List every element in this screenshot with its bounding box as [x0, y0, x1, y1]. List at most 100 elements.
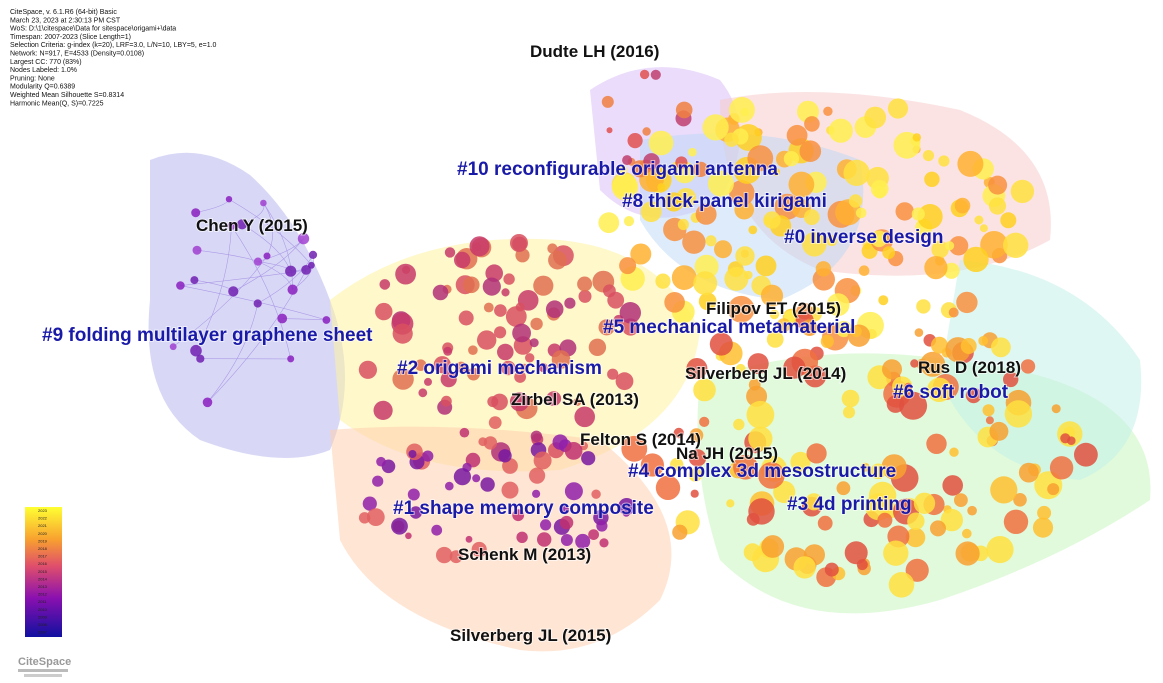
node	[920, 351, 946, 377]
node	[537, 532, 552, 547]
node	[870, 463, 886, 480]
logo: CiteSpace	[18, 656, 71, 677]
node	[979, 224, 988, 233]
node	[1074, 442, 1098, 467]
node	[724, 266, 749, 291]
node	[675, 101, 693, 119]
author-label: Chen Y (2015)	[196, 216, 308, 235]
node	[735, 246, 755, 266]
edge	[207, 269, 307, 403]
node	[882, 359, 902, 380]
node	[776, 318, 791, 333]
node	[483, 302, 494, 313]
node	[277, 313, 288, 324]
node	[599, 538, 609, 548]
node	[688, 147, 697, 157]
node	[688, 468, 703, 482]
node	[532, 489, 541, 498]
node	[260, 199, 267, 207]
node	[677, 218, 690, 231]
node	[899, 391, 928, 420]
node	[881, 454, 907, 480]
node	[623, 216, 635, 227]
node	[449, 550, 463, 564]
node	[458, 310, 474, 326]
legend-year: 2015	[38, 569, 48, 574]
node	[755, 255, 777, 277]
node	[432, 284, 449, 301]
cluster-label: #8 thick-panel kirigami	[622, 191, 827, 212]
node	[783, 356, 806, 379]
node	[828, 118, 853, 143]
node	[1060, 433, 1071, 444]
edge	[195, 225, 232, 351]
node	[598, 319, 615, 336]
node	[509, 392, 530, 412]
node	[433, 356, 451, 374]
author-label: Felton S (2014)	[580, 430, 701, 449]
node	[525, 353, 535, 363]
edge	[231, 225, 291, 359]
node	[444, 247, 456, 258]
node	[564, 442, 583, 460]
edge	[228, 198, 312, 266]
node	[855, 207, 867, 219]
node	[596, 520, 608, 532]
node	[1000, 212, 1017, 229]
node	[1003, 232, 1029, 258]
cluster-label: #6 soft robot	[893, 382, 1009, 403]
node	[924, 256, 948, 280]
node	[617, 165, 628, 175]
legend-year: 2014	[38, 576, 48, 581]
node	[912, 133, 921, 142]
node	[482, 277, 501, 296]
node	[815, 261, 832, 277]
node	[1020, 359, 1036, 374]
node	[501, 288, 510, 297]
node	[747, 353, 769, 375]
node	[682, 230, 706, 254]
node	[729, 180, 755, 206]
node	[322, 316, 331, 324]
node	[375, 302, 393, 321]
node	[603, 284, 616, 298]
node	[575, 533, 591, 549]
legend-year: 2010	[38, 607, 48, 612]
node	[515, 302, 525, 312]
info-line: Timespan: 2007-2023 (Slice Length=1)	[10, 34, 131, 41]
node	[379, 279, 391, 290]
node	[1018, 462, 1039, 483]
legend-year: 2016	[38, 561, 48, 566]
node	[727, 295, 755, 323]
node	[577, 276, 593, 292]
node	[761, 535, 785, 558]
node	[769, 309, 780, 320]
node	[639, 69, 650, 80]
node	[190, 344, 202, 357]
node	[192, 245, 202, 255]
node	[253, 257, 263, 266]
node	[806, 443, 827, 464]
node	[463, 276, 480, 294]
node	[1003, 509, 1029, 534]
node	[823, 106, 833, 117]
node	[991, 337, 1011, 358]
node	[191, 208, 201, 218]
node	[707, 170, 734, 197]
node	[740, 107, 750, 117]
node	[440, 371, 457, 388]
node	[820, 334, 834, 348]
info-line: Pruning: None	[10, 75, 55, 82]
node	[747, 145, 774, 172]
author-label: Silverberg JL (2014)	[685, 364, 846, 383]
edge	[207, 303, 259, 403]
node	[842, 406, 856, 419]
node	[675, 156, 688, 169]
nodes	[169, 69, 1098, 598]
node	[640, 453, 665, 477]
edge	[173, 255, 268, 347]
node	[459, 427, 470, 438]
node	[520, 363, 529, 372]
node	[702, 114, 729, 141]
node	[422, 450, 434, 462]
